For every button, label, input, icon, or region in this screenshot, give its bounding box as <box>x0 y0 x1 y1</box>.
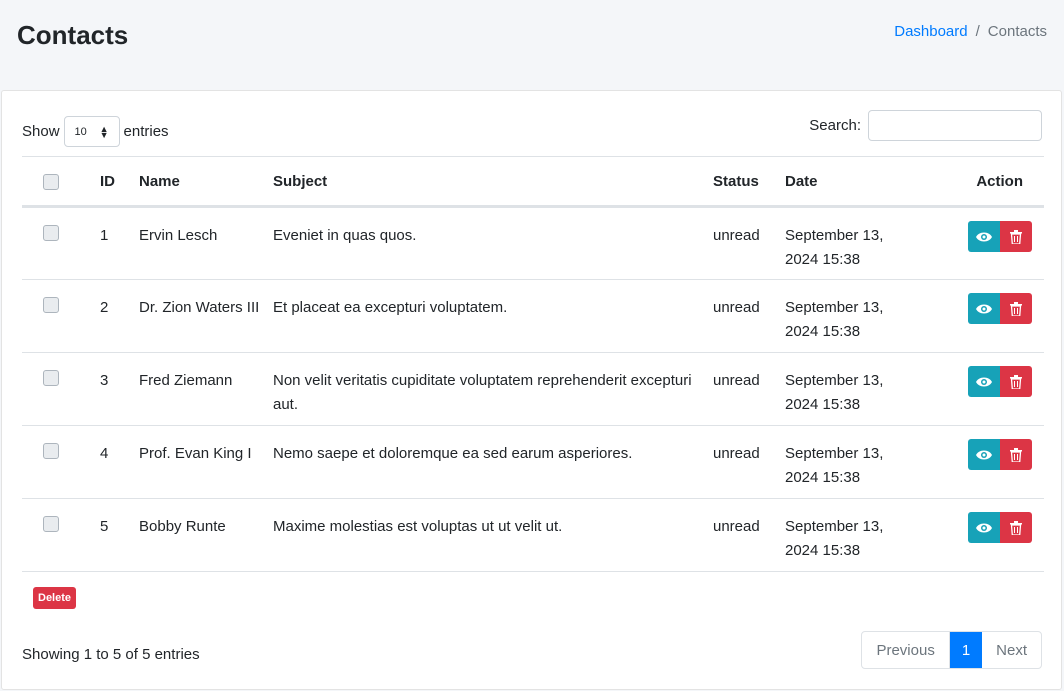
cell-date: September 13, 2024 15:38 <box>785 425 945 499</box>
eye-icon <box>976 377 992 386</box>
cell-subject: Et placeat ea excepturi voluptatem. <box>273 279 713 353</box>
page-title: Contacts <box>17 20 129 50</box>
search-area: Search: <box>809 110 1042 141</box>
delete-button[interactable] <box>1000 366 1032 397</box>
cell-status: unread <box>713 352 785 426</box>
search-label: Search: <box>809 117 861 134</box>
col-subject[interactable]: Subject <box>273 156 713 208</box>
cell-subject: Eveniet in quas quos. <box>273 206 713 280</box>
delete-button[interactable] <box>1000 439 1032 470</box>
col-name[interactable]: Name <box>139 156 273 208</box>
cell-name: Fred Ziemann <box>139 352 273 426</box>
breadcrumb-separator: / <box>975 23 980 40</box>
cell-name: Bobby Runte <box>139 498 273 572</box>
cell-date: September 13, 2024 15:38 <box>785 352 945 426</box>
cell-name: Dr. Zion Waters III <box>139 279 273 353</box>
eye-icon <box>976 232 992 241</box>
cell-date: September 13, 2024 15:38 <box>785 498 945 572</box>
cell-id: 1 <box>100 206 139 280</box>
contacts-card: Show 10 ▲ ▼ entries Search: ID Name Subjec… <box>1 90 1062 690</box>
table-row: 4 Prof. Evan King I Nemo saepe et dolore… <box>22 425 1044 499</box>
row-checkbox[interactable] <box>43 297 59 313</box>
cell-name: Prof. Evan King I <box>139 425 273 499</box>
cell-id: 3 <box>100 352 139 426</box>
view-button[interactable] <box>968 293 1000 324</box>
cell-status: unread <box>713 279 785 353</box>
cell-date: September 13, 2024 15:38 <box>785 206 945 280</box>
next-button[interactable]: Next <box>996 641 1027 659</box>
view-button[interactable] <box>968 439 1000 470</box>
page-1-button[interactable]: 1 <box>949 632 983 668</box>
table-row: 3 Fred Ziemann Non velit veritatis cupid… <box>22 352 1044 426</box>
delete-button[interactable] <box>1000 293 1032 324</box>
show-label: Show <box>22 123 60 140</box>
cell-subject: Nemo saepe et doloremque ea sed earum as… <box>273 425 713 499</box>
breadcrumb: Dashboard / Contacts <box>894 23 1047 40</box>
select-all-checkbox[interactable] <box>43 173 59 190</box>
view-button[interactable] <box>968 366 1000 397</box>
cell-id: 4 <box>100 425 139 499</box>
entries-select[interactable]: 10 ▲ ▼ <box>63 116 120 147</box>
col-status[interactable]: Status <box>713 156 785 208</box>
entries-label: entries <box>123 123 169 140</box>
delete-button[interactable] <box>1000 512 1032 543</box>
entries-length: Show 10 ▲ ▼ entries <box>22 116 169 147</box>
entries-value: 10 <box>74 125 87 138</box>
view-button[interactable] <box>968 512 1000 543</box>
breadcrumb-current: Contacts <box>987 23 1047 40</box>
row-checkbox[interactable] <box>43 516 59 532</box>
eye-icon <box>976 304 992 313</box>
cell-date: September 13, 2024 15:38 <box>785 279 945 353</box>
cell-id: 2 <box>100 279 139 353</box>
breadcrumb-dashboard[interactable]: Dashboard <box>894 23 968 40</box>
cell-name: Ervin Lesch <box>139 206 273 280</box>
cell-subject: Maxime molestias est voluptas ut ut veli… <box>273 498 713 572</box>
view-button[interactable] <box>968 221 1000 252</box>
cell-status: unread <box>713 206 785 280</box>
cell-subject: Non velit veritatis cupiditate voluptate… <box>273 352 713 426</box>
row-checkbox[interactable] <box>43 370 59 386</box>
eye-icon <box>976 523 992 532</box>
previous-button[interactable]: Previous <box>862 632 950 668</box>
trash-icon <box>1010 447 1022 462</box>
row-checkbox[interactable] <box>43 225 59 241</box>
search-input[interactable] <box>868 110 1042 141</box>
cell-status: unread <box>713 498 785 572</box>
trash-icon <box>1010 301 1022 316</box>
pagination: Previous 1 Next <box>861 631 1042 669</box>
table-row: 5 Bobby Runte Maxime molestias est volup… <box>22 498 1044 572</box>
col-date[interactable]: Date <box>785 156 945 208</box>
eye-icon <box>976 450 992 459</box>
trash-icon <box>1010 229 1022 244</box>
bulk-delete-button[interactable]: Delete <box>33 587 77 609</box>
cell-id: 5 <box>100 498 139 572</box>
sort-arrows-icon: ▲ ▼ <box>99 123 109 140</box>
trash-icon <box>1010 520 1022 535</box>
col-id[interactable]: ID <box>100 156 139 208</box>
table-row: 1 Ervin Lesch Eveniet in quas quos. unre… <box>22 206 1044 280</box>
trash-icon <box>1010 374 1022 389</box>
row-checkbox[interactable] <box>43 443 59 459</box>
table-info: Showing 1 to 5 of 5 entries <box>22 646 200 663</box>
cell-status: unread <box>713 425 785 499</box>
delete-button[interactable] <box>1000 221 1032 252</box>
col-action: Action <box>945 156 1044 208</box>
contacts-table: ID Name Subject Status Date Action 1 Erv… <box>22 156 1044 572</box>
table-row: 2 Dr. Zion Waters III Et placeat ea exce… <box>22 279 1044 353</box>
